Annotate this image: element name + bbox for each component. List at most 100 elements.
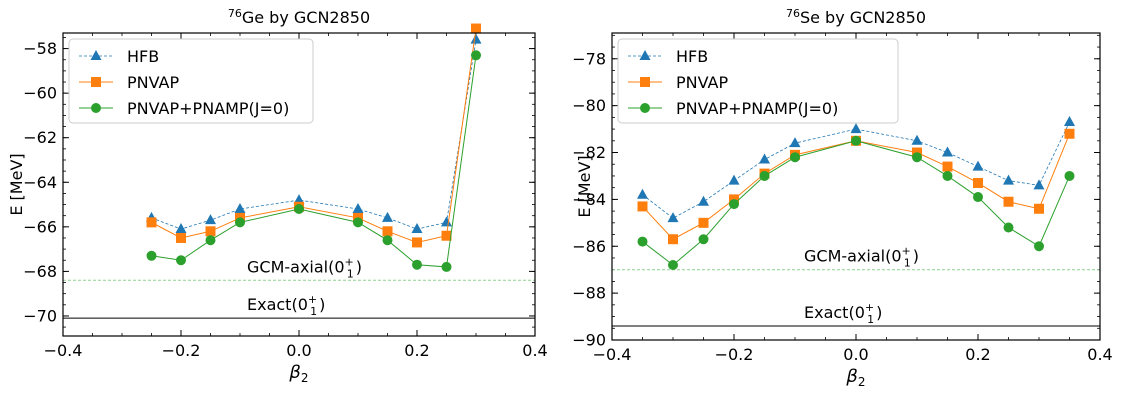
x-axis-label-main: β (845, 366, 858, 387)
legend-marker-triangle (90, 50, 102, 60)
data-point-triangle (205, 214, 216, 225)
gcm-annotation-label: GCM-axial(0 (804, 247, 902, 266)
data-point-circle (382, 235, 393, 246)
data-point-square (637, 201, 648, 212)
gcm-annotation-close: ) (356, 257, 362, 276)
y-tick-label: −80 (572, 96, 606, 115)
y-axis-label: E [MeV] (575, 155, 594, 217)
x-tick-label: 0.2 (404, 341, 429, 360)
data-point-triangle (234, 203, 246, 214)
y-tick-label: −62 (23, 128, 57, 147)
series-line-triangle (151, 39, 477, 230)
data-point-triangle (1064, 116, 1075, 127)
series-line-square (151, 28, 477, 243)
data-point-circle (973, 192, 983, 203)
exact-annotation: Exact(0+ 1) (247, 293, 325, 318)
legend-label: PNVAP (127, 73, 179, 92)
y-tick-label: −82 (572, 143, 606, 162)
data-point-triangle (293, 194, 305, 205)
x-axis-label-sub: 2 (858, 375, 866, 389)
data-point-square (441, 230, 452, 241)
data-point-triangle (759, 153, 770, 164)
legend-marker-circle (91, 103, 101, 113)
x-tick-label: 0.4 (1087, 345, 1112, 364)
exact-annotation-label: Exact(0 (247, 295, 308, 314)
data-point-square (205, 226, 216, 237)
data-point-circle (637, 236, 648, 247)
data-point-triangle (789, 137, 801, 148)
legend-marker-circle (640, 103, 650, 113)
axes-frame (62, 32, 536, 337)
exact-annotation-sub: 1 (310, 305, 317, 318)
y-tick-label: −68 (23, 262, 57, 281)
chart-title: 76Ge by GCN2850 (228, 7, 370, 27)
data-point-circle (851, 135, 861, 146)
exact-annotation-sup: + (865, 301, 874, 314)
data-point-circle (698, 234, 709, 245)
x-tick-label: 0.4 (522, 341, 547, 360)
x-axis-label-main: β (288, 362, 301, 383)
data-point-circle (205, 235, 216, 246)
exact-annotation-sup: + (308, 293, 317, 306)
y-tick-label: −58 (23, 39, 57, 58)
chart-title-sup: 76 (228, 7, 242, 20)
data-point-triangle (637, 188, 648, 199)
data-point-circle (790, 152, 800, 163)
gcm-annotation-close: ) (913, 247, 919, 266)
data-point-square (412, 237, 422, 248)
data-point-triangle (1003, 174, 1014, 185)
data-point-circle (471, 50, 481, 61)
data-point-circle (759, 170, 770, 181)
x-tick-label: −0.4 (44, 341, 83, 360)
data-point-square (1003, 196, 1014, 207)
x-tick-label: 0.0 (286, 341, 311, 360)
gcm-annotation-label: GCM-axial(0 (247, 257, 345, 276)
legend-box (68, 38, 314, 124)
chart-title-sup: 76 (786, 7, 800, 20)
data-point-square (146, 217, 157, 228)
legend-box (617, 38, 899, 124)
series-line-circle (151, 55, 477, 268)
data-point-triangle (698, 195, 709, 206)
y-tick-label: −84 (572, 190, 606, 209)
data-point-square (668, 234, 678, 245)
gcm-annotation-sup: + (902, 245, 911, 258)
exact-annotation-sub: 1 (867, 313, 874, 326)
chart-panel-ge76: −0.4 −0.2 0.0 0.2 0.4 −70 −68 −66 −64 −62 −60 −58 GC… (7, 7, 548, 385)
data-point-square (382, 226, 393, 237)
data-point-triangle (175, 223, 187, 234)
gcm-annotation: GCM-axial(0+ 1) (804, 245, 919, 270)
data-point-triangle (441, 216, 452, 227)
y-tick-label: −60 (23, 84, 57, 103)
data-point-circle (1034, 241, 1044, 252)
exact-annotation-label: Exact(0 (804, 303, 865, 322)
y-tick-label: −66 (23, 217, 57, 236)
data-point-circle (412, 259, 422, 270)
data-point-circle (1003, 222, 1014, 233)
data-point-square (471, 23, 481, 34)
data-point-triangle (728, 174, 740, 185)
x-tick-label: 0.2 (965, 345, 990, 364)
legend-label: PNVAP (676, 73, 728, 92)
data-point-circle (729, 199, 739, 210)
data-point-triangle (470, 33, 482, 44)
legend-label: HFB (676, 47, 708, 66)
chart-title-text: Ge by GCN2850 (242, 8, 370, 27)
data-point-triangle (911, 134, 923, 145)
data-point-circle (942, 170, 953, 181)
x-axis-label: β2 (845, 366, 865, 389)
data-point-circle (294, 204, 304, 215)
x-tick-label: −0.4 (593, 345, 632, 364)
data-point-circle (176, 255, 186, 266)
data-point-triangle (850, 123, 862, 134)
gcm-annotation-sub: 1 (904, 257, 911, 270)
legend-marker-triangle (639, 50, 651, 60)
data-point-circle (353, 217, 363, 228)
exact-annotation-close: ) (876, 303, 882, 322)
x-tick-label: −0.2 (715, 345, 754, 364)
exact-annotation-close: ) (319, 295, 325, 314)
data-point-circle (912, 152, 922, 163)
y-axis-label: E [MeV] (7, 153, 26, 215)
legend-marker-square (640, 77, 650, 87)
